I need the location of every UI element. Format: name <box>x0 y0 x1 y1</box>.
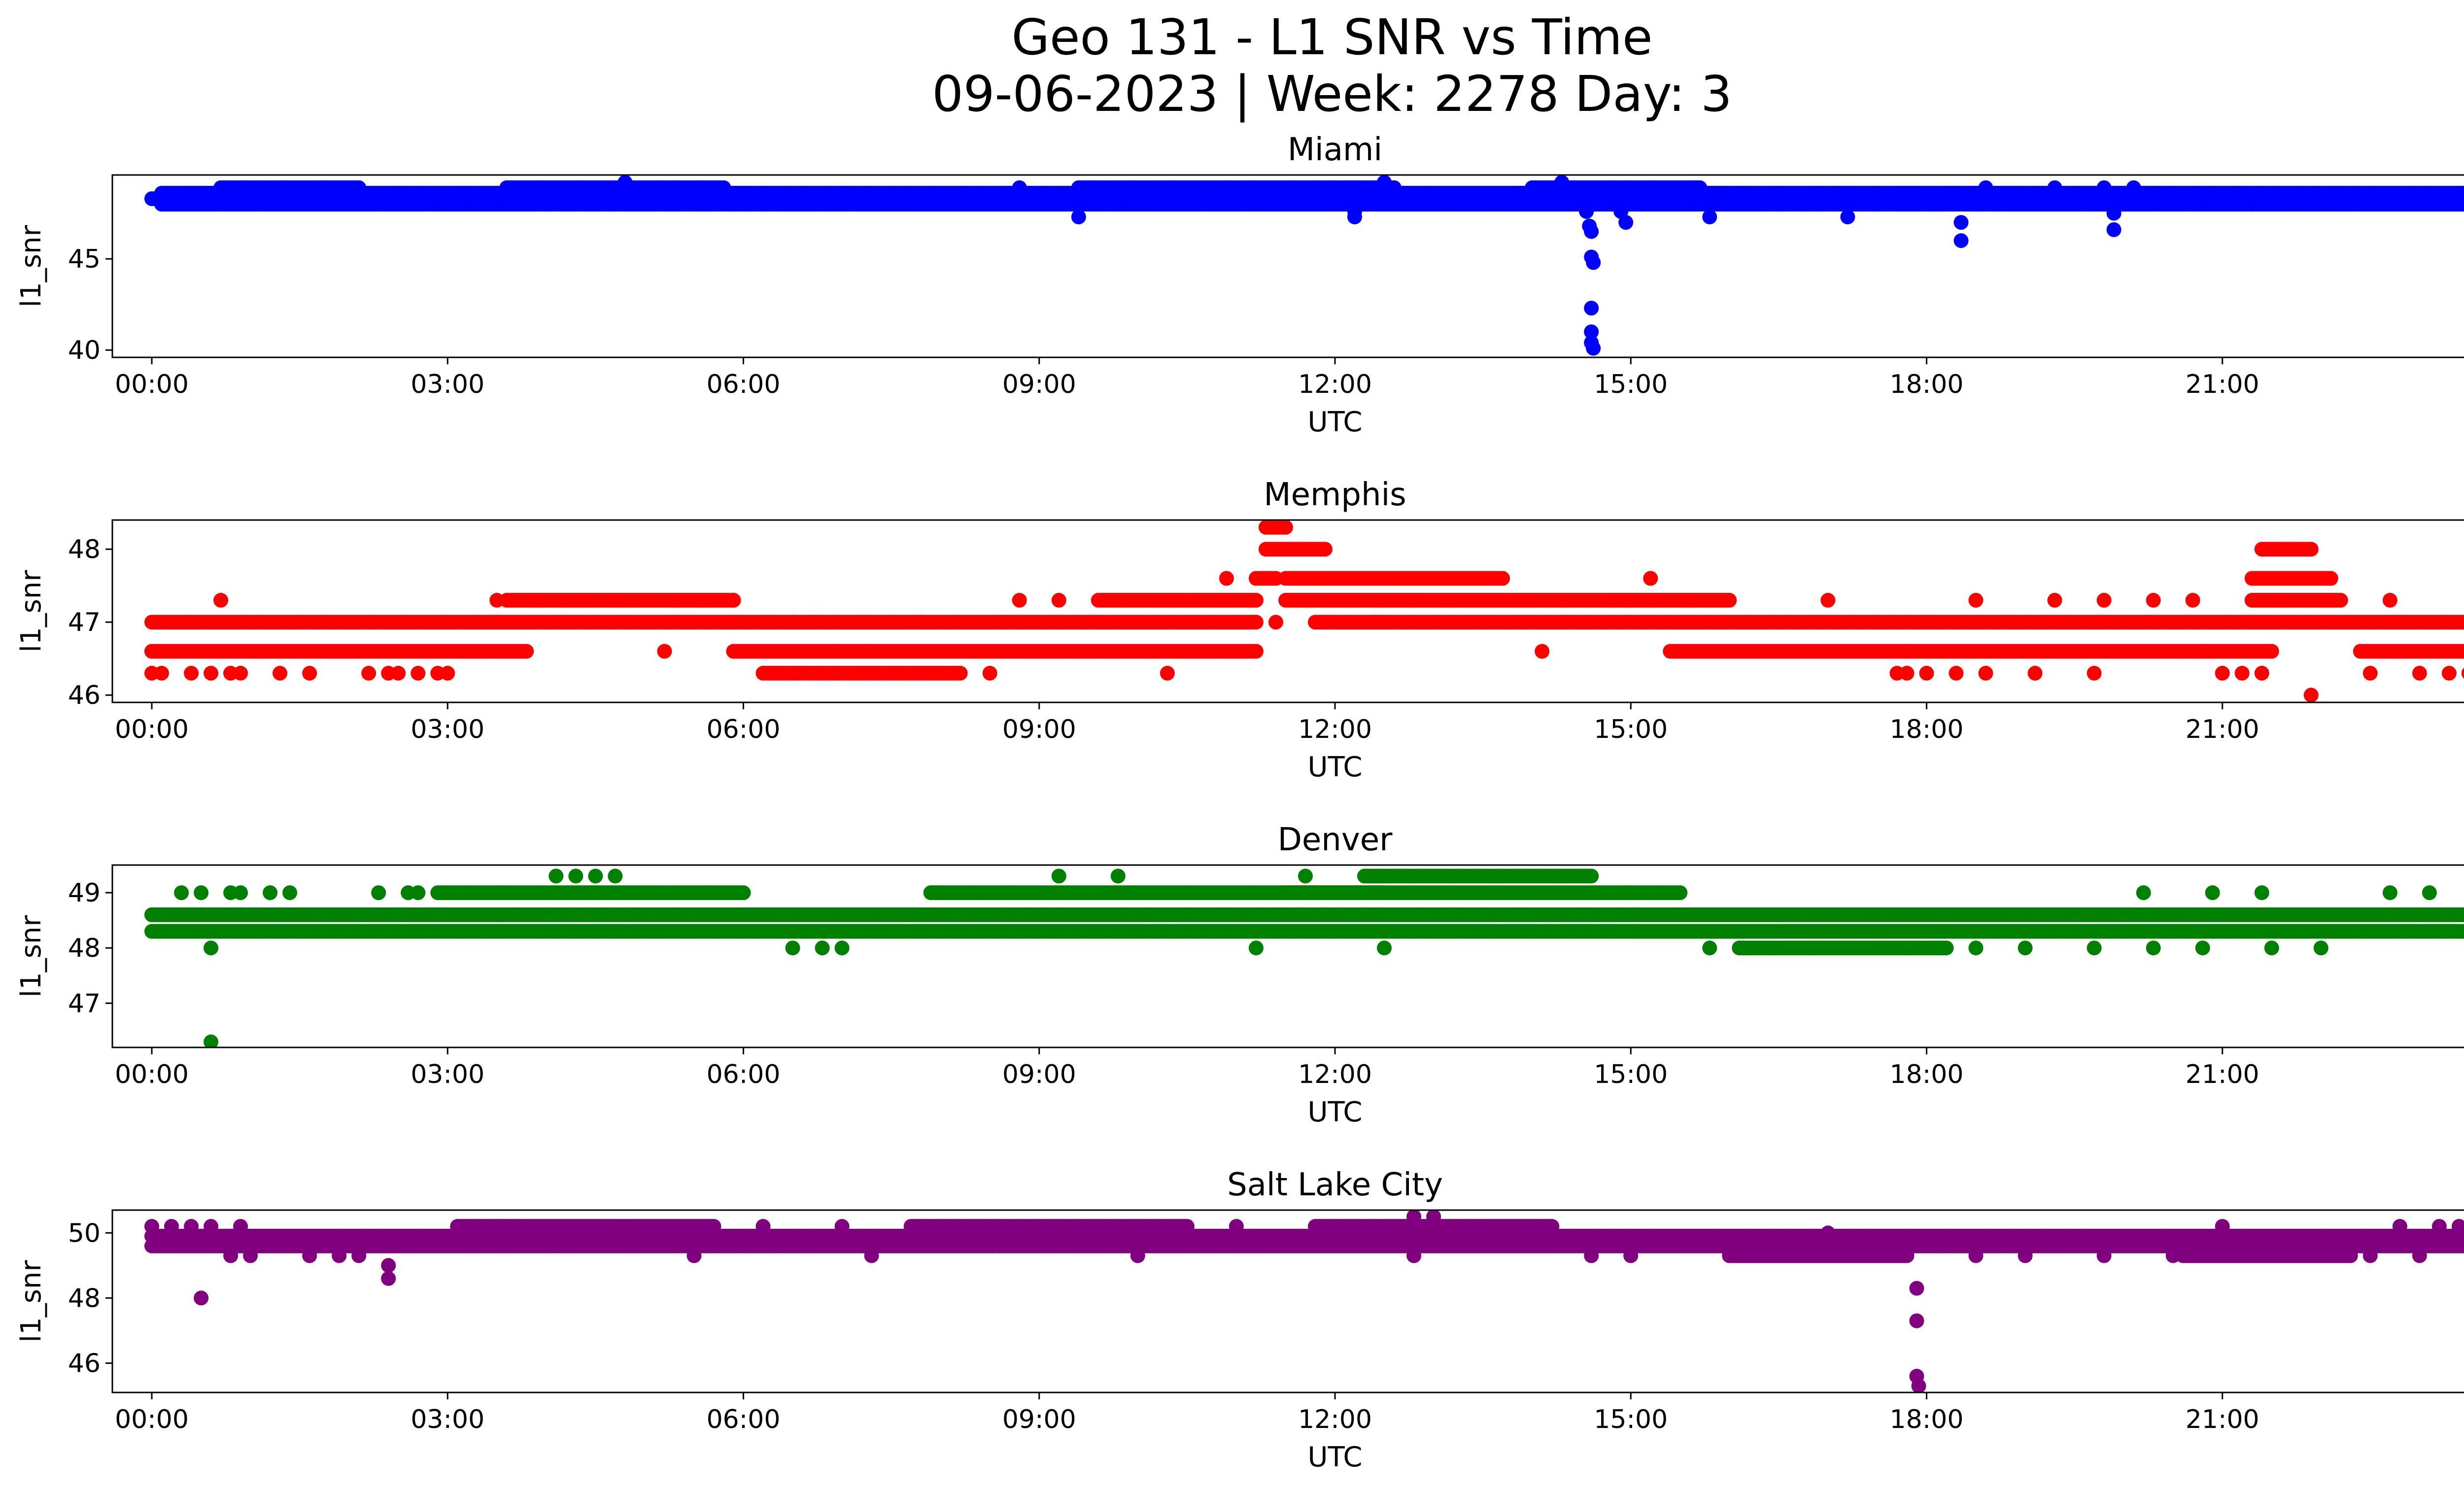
x-tick-label: 21:00 <box>2186 370 2259 399</box>
data-point <box>2461 187 2464 199</box>
data-point <box>893 197 909 212</box>
data-point <box>1584 224 1599 239</box>
data-point <box>834 197 850 212</box>
y-axis-label: l1_snr <box>15 225 47 308</box>
x-tick-label: 00:00 <box>115 370 189 399</box>
data-point <box>1929 197 1944 212</box>
data-point <box>1071 209 1086 225</box>
data-point <box>519 644 534 659</box>
data-point <box>1584 324 1599 340</box>
data-point <box>430 197 445 212</box>
data-point <box>2244 197 2259 212</box>
data-point <box>1692 180 1708 195</box>
x-tick-label: 03:00 <box>411 370 484 399</box>
data-point <box>1248 615 1264 630</box>
data-point <box>1702 209 1717 225</box>
data-point <box>1485 197 1501 212</box>
data-point <box>1953 233 1969 248</box>
data-point <box>1347 209 1362 225</box>
x-tick-label: 06:00 <box>707 370 781 399</box>
data-point <box>716 180 731 195</box>
data-point <box>391 197 406 212</box>
data-point <box>1722 592 1737 608</box>
data-point <box>2195 197 2210 212</box>
x-axis-label: UTC <box>1307 406 1362 438</box>
data-point <box>1953 215 1969 230</box>
data-point <box>460 197 475 212</box>
data-point <box>1579 204 1594 219</box>
subplot-title: Memphis <box>1264 477 1406 513</box>
x-tick-label: 12:00 <box>1298 370 1372 399</box>
data-point <box>1328 197 1342 212</box>
data-point <box>953 665 968 681</box>
subplot-title: Miami <box>1288 132 1382 168</box>
data-point <box>1751 197 1767 212</box>
data-point <box>1377 175 1392 190</box>
data-point <box>2047 180 2062 195</box>
data-point <box>2461 198 2464 210</box>
x-tick-label: 18:00 <box>1890 370 1964 399</box>
data-point <box>1978 180 1993 195</box>
data-point <box>1248 644 1264 659</box>
figure-title-line2: 09-06-2023 | Week: 2278 Day: 3 <box>932 65 1732 123</box>
data-point <box>1495 571 1510 586</box>
data-marks <box>144 175 2464 356</box>
data-point <box>1248 197 1264 212</box>
data-point <box>1248 592 1264 608</box>
subplot-panels: Miami 00:00 03:00 06:00 09:00 12:00 15:00 18:00… <box>15 132 2464 1473</box>
data-point <box>154 197 169 212</box>
data-point <box>1618 215 1634 230</box>
data-point <box>686 197 702 212</box>
data-point <box>1189 197 1204 212</box>
data-point <box>351 180 367 195</box>
data-point <box>1278 520 1293 535</box>
data-point <box>1012 180 1027 195</box>
data-point <box>2106 222 2122 237</box>
data-point <box>2096 180 2112 195</box>
data-point <box>943 197 958 212</box>
data-point <box>1318 542 1333 557</box>
data-point <box>1586 255 1601 270</box>
data-point <box>1586 341 1601 356</box>
x-tick-label: 09:00 <box>1002 370 1076 399</box>
data-point <box>1387 197 1402 212</box>
data-point <box>2126 180 2141 195</box>
y-tick-label: 40 <box>68 336 101 365</box>
data-point <box>2106 206 2122 221</box>
data-marks <box>144 520 2464 702</box>
data-point <box>2313 197 2328 212</box>
data-point <box>2431 197 2447 212</box>
data-point <box>1554 175 1570 190</box>
data-point <box>617 175 633 190</box>
x-tick-label: 15:00 <box>1594 370 1668 399</box>
y-tick-label: 45 <box>68 244 101 274</box>
data-point <box>785 197 800 212</box>
subplot-0: Miami 00:00 03:00 06:00 09:00 12:00 15:00 18:00… <box>15 132 2464 438</box>
data-point <box>1840 209 1855 225</box>
figure-title-line1: Geo 131 - L1 SNR vs Time <box>1012 8 1653 66</box>
data-point <box>1584 301 1599 316</box>
